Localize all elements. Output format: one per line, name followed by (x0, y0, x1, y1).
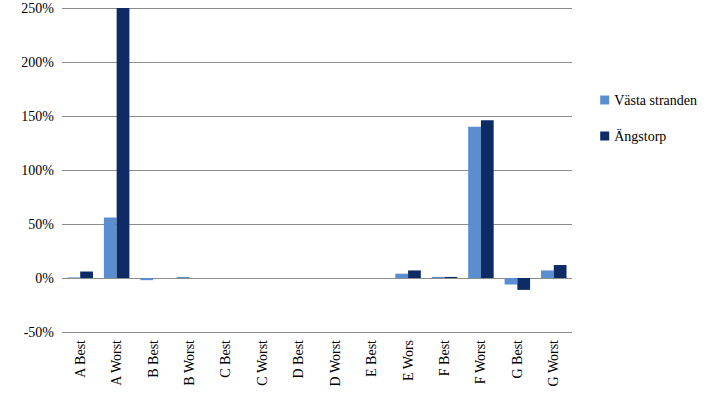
svg-text:Västa stranden: Västa stranden (614, 93, 697, 108)
svg-text:F Worst: F Worst (473, 340, 488, 384)
svg-text:B Worst: B Worst (182, 340, 197, 386)
svg-text:G Best: G Best (510, 340, 525, 379)
svg-text:C Best: C Best (218, 340, 233, 378)
svg-text:250%: 250% (21, 1, 54, 16)
svg-text:D Best: D Best (291, 340, 306, 379)
svg-text:F Best: F Best (437, 340, 452, 376)
svg-text:C Worst: C Worst (255, 340, 270, 386)
svg-text:200%: 200% (21, 55, 54, 70)
svg-text:G Worst: G Worst (546, 340, 561, 387)
svg-text:A Best: A Best (73, 340, 88, 378)
svg-text:E Best: E Best (364, 340, 379, 377)
svg-text:150%: 150% (21, 109, 54, 124)
svg-text:100%: 100% (21, 163, 54, 178)
svg-text:-50%: -50% (24, 325, 55, 340)
svg-text:A Worst: A Worst (109, 340, 124, 386)
svg-text:50%: 50% (28, 217, 54, 232)
svg-text:B Best: B Best (146, 340, 161, 378)
svg-text:Ängstorp: Ängstorp (614, 128, 666, 144)
svg-text:D Worst: D Worst (328, 340, 343, 387)
svg-text:E Wors: E Wors (401, 340, 416, 381)
svg-text:0%: 0% (35, 271, 54, 286)
